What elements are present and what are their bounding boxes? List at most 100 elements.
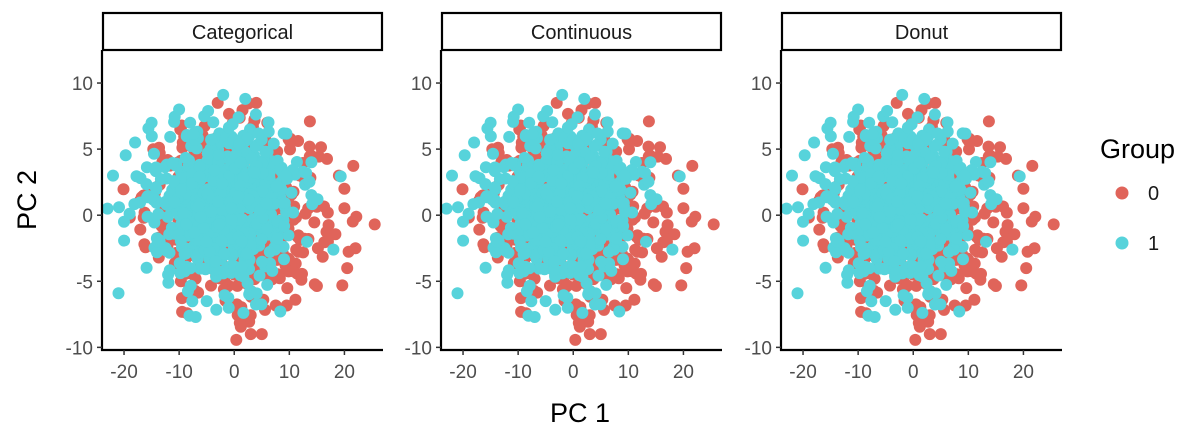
- x-tick-label: -10: [165, 362, 192, 383]
- point-group-0: [303, 140, 316, 153]
- point-group-1: [513, 234, 526, 247]
- point-group-0: [1017, 202, 1030, 215]
- point-group-1: [564, 202, 577, 215]
- point-group-0: [473, 223, 486, 236]
- point-group-1: [572, 138, 585, 151]
- legend-title: Group: [1100, 134, 1175, 164]
- facet-panel-categorical: Categorical -20 -10 0 10 20 -10 -5 0 5 10: [66, 11, 384, 383]
- point-group-1: [921, 193, 934, 206]
- point-group-0: [321, 206, 334, 219]
- point-group-1: [601, 125, 614, 138]
- point-group-0: [292, 245, 305, 258]
- point-group-1: [905, 118, 918, 131]
- point-group-0: [1028, 242, 1041, 255]
- point-group-0: [995, 250, 1008, 263]
- point-group-1: [557, 247, 570, 260]
- point-group-1: [576, 306, 589, 319]
- point-group-0: [478, 241, 491, 254]
- point-group-1: [555, 177, 568, 190]
- point-group-0: [922, 315, 935, 328]
- point-group-0: [994, 141, 1006, 154]
- point-group-1: [576, 270, 589, 283]
- point-group-1: [949, 180, 962, 193]
- point-group-1: [547, 164, 560, 177]
- point-group-1: [644, 156, 657, 169]
- point-group-1: [624, 186, 637, 199]
- point-group-1: [189, 311, 202, 323]
- point-group-1: [842, 228, 855, 241]
- point-group-1: [160, 244, 173, 257]
- point-group-0: [642, 140, 655, 153]
- point-group-1: [549, 303, 562, 316]
- point-group-1: [457, 215, 469, 228]
- point-group-1: [202, 105, 215, 117]
- point-group-1: [490, 246, 502, 259]
- point-group-0: [707, 218, 720, 231]
- point-group-1: [863, 262, 876, 275]
- point-group-1: [961, 229, 974, 242]
- x-tick-label: -10: [844, 362, 871, 383]
- point-group-1: [210, 303, 223, 316]
- point-group-1: [897, 247, 910, 260]
- point-group-1: [274, 305, 287, 318]
- point-group-1: [248, 166, 261, 179]
- y-axis-title: PC 2: [12, 170, 42, 230]
- point-group-1: [141, 191, 154, 204]
- point-group-1: [253, 269, 266, 282]
- point-group-1: [488, 181, 501, 194]
- point-group-1: [881, 105, 894, 117]
- point-group-0: [368, 218, 381, 231]
- point-group-1: [879, 295, 892, 308]
- y-tick-label: 10: [751, 74, 772, 95]
- point-group-1: [140, 178, 153, 191]
- point-group-1: [942, 245, 955, 258]
- y-tick-label: -10: [745, 338, 772, 359]
- point-group-1: [516, 207, 529, 220]
- point-group-1: [164, 130, 177, 143]
- point-group-1: [894, 234, 907, 247]
- point-group-1: [539, 235, 552, 248]
- point-group-1: [957, 253, 969, 266]
- point-group-1: [879, 235, 892, 248]
- point-group-1: [642, 175, 655, 188]
- y-tick-label: 5: [761, 140, 772, 161]
- point-group-0: [569, 333, 582, 346]
- x-tick-label: 0: [908, 362, 919, 383]
- point-group-1: [600, 222, 613, 235]
- point-group-0: [649, 280, 662, 292]
- point-group-0: [628, 293, 641, 306]
- point-group-1: [168, 196, 181, 209]
- point-group-1: [581, 193, 594, 206]
- point-group-1: [523, 116, 536, 129]
- point-group-0: [970, 231, 983, 243]
- point-group-1: [197, 222, 210, 234]
- point-group-1: [626, 206, 639, 219]
- point-group-1: [953, 305, 966, 318]
- point-group-1: [541, 105, 554, 117]
- point-group-0: [338, 202, 351, 215]
- point-group-1: [184, 116, 197, 129]
- point-group-1: [197, 262, 210, 275]
- point-group-1: [820, 210, 833, 223]
- point-group-1: [192, 201, 205, 213]
- facet-strip: [440, 11, 723, 52]
- point-group-1: [209, 255, 222, 268]
- point-group-1: [205, 133, 218, 146]
- point-group-1: [507, 115, 520, 128]
- point-group-1: [912, 138, 925, 151]
- point-group-1: [528, 311, 541, 323]
- point-group-1: [446, 169, 458, 182]
- point-group-0: [975, 267, 987, 280]
- point-group-0: [620, 282, 633, 295]
- point-group-0: [281, 282, 294, 295]
- point-group-0: [630, 231, 643, 243]
- point-group-1: [828, 181, 841, 194]
- point-group-1: [225, 202, 238, 215]
- point-group-1: [501, 268, 514, 281]
- y-tick-label: -5: [755, 272, 772, 293]
- point-group-0: [647, 216, 660, 229]
- point-group-1: [847, 115, 860, 128]
- point-group-1: [532, 161, 545, 174]
- point-group-1: [240, 247, 253, 260]
- point-group-1: [884, 133, 897, 146]
